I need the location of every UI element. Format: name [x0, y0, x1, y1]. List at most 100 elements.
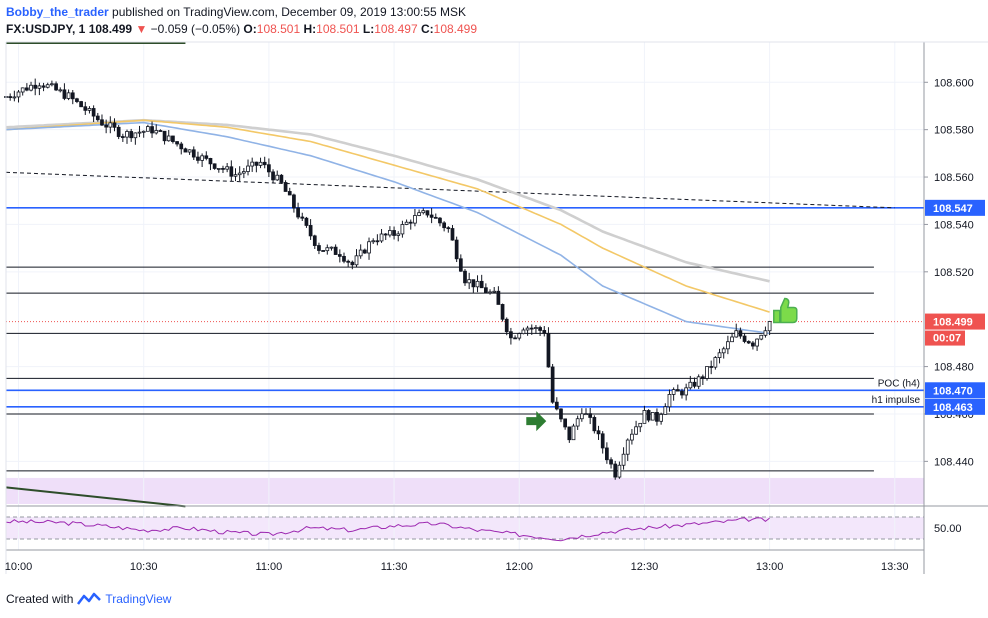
candle-body [296, 207, 300, 218]
candle-body [488, 291, 492, 294]
candle-body [646, 410, 651, 421]
close-value: 108.499 [433, 22, 478, 36]
tradingview-brand[interactable]: TradingView [105, 592, 172, 606]
candle-body [216, 168, 221, 170]
candle-body [392, 230, 396, 236]
candle-body [317, 245, 321, 251]
candle-body [141, 130, 146, 133]
candle-body [509, 331, 513, 339]
candle-body [237, 172, 242, 176]
candle-body [204, 155, 209, 159]
price-label-text: 108.463 [933, 402, 973, 414]
symbol-label: FX:USDJPY, 1 [6, 22, 86, 36]
candle-body [279, 174, 284, 183]
candle-body [688, 381, 693, 389]
high-value: 108.501 [316, 22, 360, 36]
y-tick-label: 108.580 [934, 125, 974, 137]
thumbs-up-icon [773, 297, 798, 324]
x-tick-label: 10:30 [130, 561, 158, 573]
candle-body [95, 115, 100, 121]
candle-body [592, 417, 597, 432]
candle-body [417, 212, 421, 216]
candle-body [600, 433, 605, 449]
candle-body [300, 216, 305, 219]
candle-body [312, 235, 317, 246]
candle-body [154, 130, 159, 134]
candle-body [241, 171, 246, 174]
trendline-bottom [5, 486, 186, 508]
low-value: 108.497 [374, 22, 418, 36]
candle-body [408, 221, 413, 224]
y-tick-label: 108.480 [934, 362, 974, 374]
candle-body [538, 327, 542, 331]
candle-body [421, 210, 426, 214]
candle-body [58, 89, 63, 92]
candle-body [354, 255, 359, 266]
price-label-box [925, 398, 985, 415]
candle-body [325, 247, 330, 252]
candle-body [767, 321, 772, 332]
candle-body [458, 258, 463, 272]
candle-body [212, 163, 217, 169]
candle-body [579, 413, 584, 420]
candle-body [100, 119, 104, 126]
candle-body [346, 260, 351, 263]
price-label-text: 108.470 [933, 385, 973, 397]
candle-body [87, 108, 92, 111]
candle-body [429, 214, 434, 218]
candle-body [759, 334, 764, 340]
last-price: 108.499 [88, 22, 133, 36]
candle-body [609, 459, 613, 465]
candle-body [54, 83, 58, 91]
candle-body [550, 366, 555, 403]
candle-body [630, 433, 634, 441]
candle-body [133, 132, 138, 139]
x-tick-label: 12:30 [631, 561, 659, 573]
price-label-text: 108.547 [933, 203, 973, 215]
candle-body [738, 330, 743, 337]
y-tick-label: 108.440 [934, 456, 974, 468]
candle-body [33, 84, 38, 89]
candle-body [675, 389, 680, 392]
candle-body [254, 161, 259, 166]
candle-body [763, 330, 768, 336]
candle-body [267, 164, 271, 173]
candle-body [396, 233, 401, 236]
candle-body [567, 426, 572, 441]
candle-body [129, 131, 134, 139]
candle-body [120, 136, 125, 138]
author-link[interactable]: Bobby_the_trader [6, 5, 109, 19]
x-tick-label: 13:30 [881, 561, 909, 573]
candle-body [542, 330, 547, 334]
candle-body [680, 390, 684, 396]
x-tick-label: 10:00 [5, 561, 33, 573]
candle-body [292, 194, 296, 209]
high-label: H: [303, 22, 317, 36]
candle-body [83, 106, 88, 111]
candle-body [225, 166, 230, 170]
candle-body [116, 126, 121, 137]
candle-body [625, 439, 630, 455]
candle-body [383, 233, 388, 236]
candle-body [730, 336, 734, 343]
candle-body [20, 87, 25, 93]
candle-body [229, 166, 234, 177]
candle-body [91, 108, 96, 117]
candle-body [504, 318, 509, 333]
open-value: 108.501 [256, 22, 301, 36]
y-tick-label: 108.560 [934, 172, 974, 184]
candle-body [413, 215, 417, 224]
candle-body [329, 246, 334, 249]
candle-body [450, 228, 455, 241]
candle-body [684, 387, 689, 396]
candle-body [734, 330, 739, 338]
level-label: POC (h4) [878, 378, 920, 389]
ohlc-line: FX:USDJPY, 1 108.499 ▼ −0.059 (−0.05%) O… [6, 21, 477, 38]
rsi-line [5, 517, 770, 542]
candle-body [183, 148, 188, 153]
candle-body [191, 149, 196, 158]
footer: Created with TradingView [6, 592, 171, 606]
candle-body [70, 92, 75, 100]
candle-body [388, 230, 392, 236]
